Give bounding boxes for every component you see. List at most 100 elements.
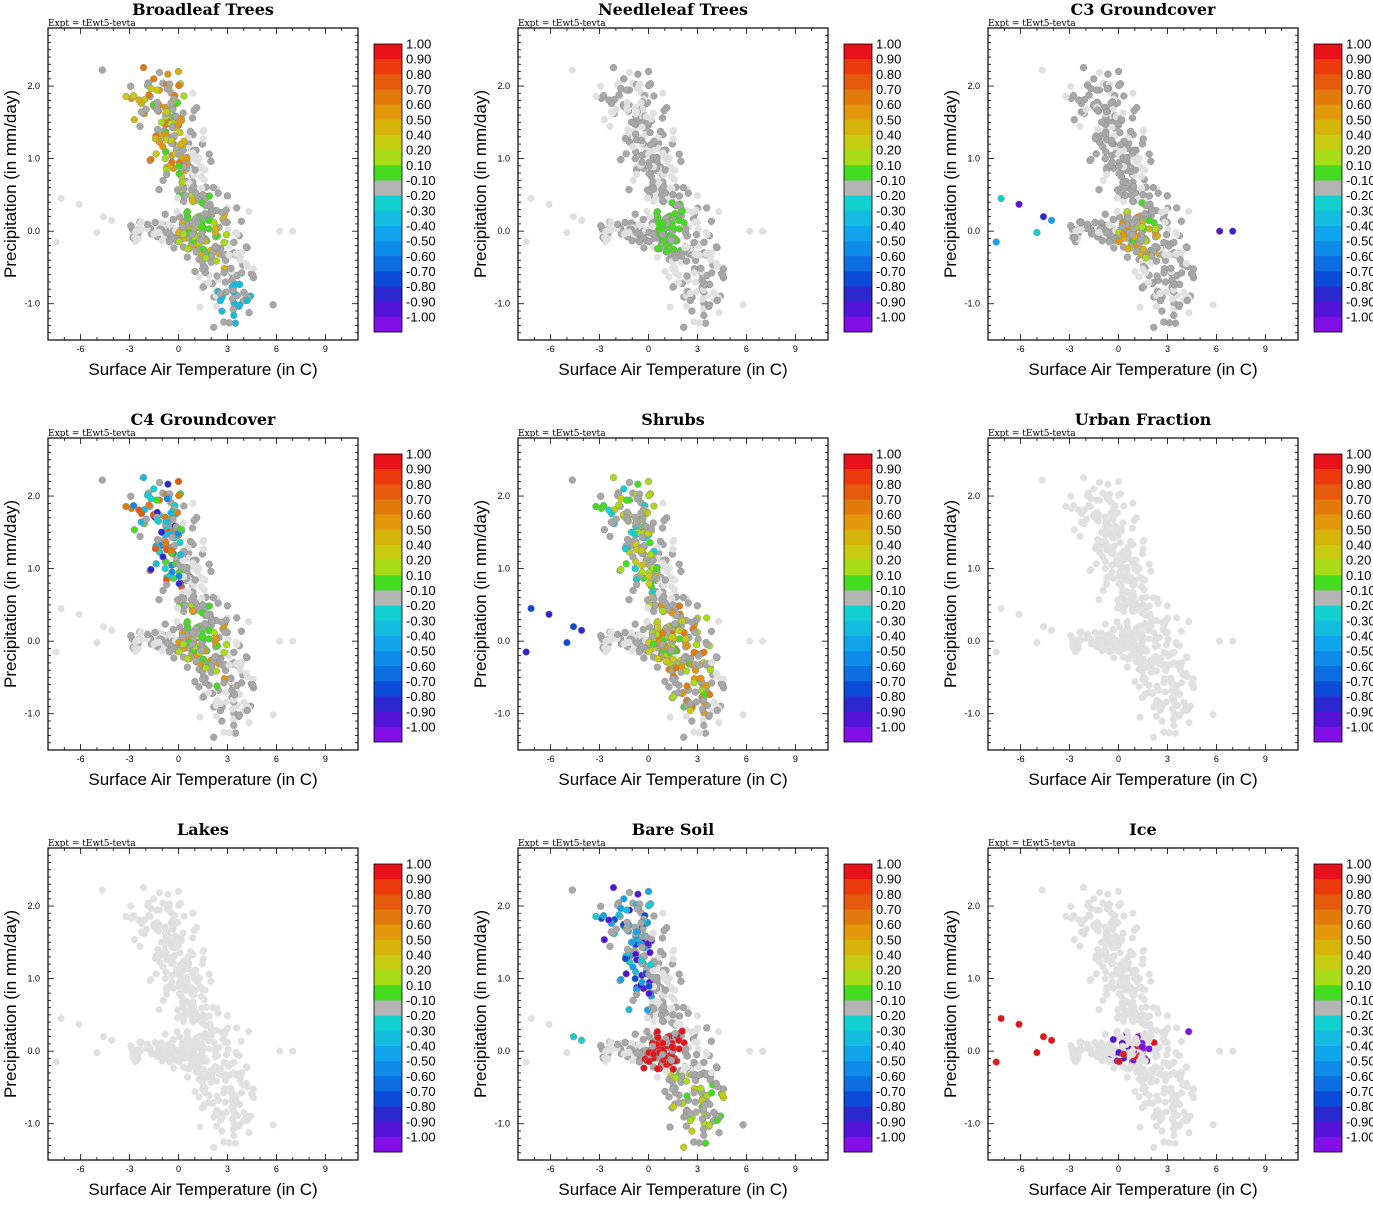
colorbar-swatch	[374, 894, 402, 909]
colorbar-swatch	[844, 636, 872, 651]
data-point	[699, 706, 706, 713]
data-point	[706, 712, 713, 719]
colorbar-swatch	[1314, 666, 1342, 681]
data-point	[1108, 100, 1115, 107]
colorbar-label: -0.50	[876, 644, 906, 659]
data-point	[597, 493, 604, 500]
colorbar-label: 0.50	[406, 932, 431, 947]
data-point	[289, 228, 296, 235]
data-point	[1096, 69, 1103, 76]
data-point	[135, 97, 142, 104]
data-point	[135, 507, 142, 514]
data-point	[635, 71, 642, 78]
data-point	[220, 319, 227, 326]
data-point	[641, 245, 648, 252]
data-point	[199, 1044, 206, 1051]
data-point	[1159, 308, 1166, 315]
colorbar-swatch	[1314, 606, 1342, 621]
data-point	[221, 239, 228, 246]
data-point	[197, 1124, 204, 1131]
data-point	[233, 641, 240, 648]
data-point	[1150, 734, 1157, 741]
data-point	[160, 997, 167, 1004]
colorbar-swatch	[1314, 651, 1342, 666]
data-point	[659, 608, 666, 615]
x-tick-label: 3	[225, 1164, 230, 1174]
data-point	[238, 270, 245, 277]
data-point	[108, 1037, 115, 1044]
data-point	[193, 658, 200, 665]
data-point	[701, 282, 708, 289]
data-point	[646, 573, 653, 580]
data-point	[1104, 495, 1111, 502]
colorbar-swatch	[844, 287, 872, 302]
data-point	[1117, 141, 1124, 148]
colorbar-swatch	[374, 697, 402, 712]
y-tick-label: 0.0	[27, 636, 40, 646]
x-tick-label: -6	[77, 1164, 85, 1174]
colorbar-label: -0.90	[876, 704, 906, 719]
colorbar-swatch	[844, 211, 872, 226]
data-point	[638, 547, 645, 554]
colorbar-label: -0.80	[1346, 279, 1373, 294]
data-point	[678, 158, 685, 165]
data-point	[289, 638, 296, 645]
colorbar-label: 0.10	[1346, 568, 1371, 583]
data-point	[664, 158, 671, 165]
data-point	[170, 626, 177, 633]
colorbar-swatch	[1314, 697, 1342, 712]
data-point	[702, 730, 709, 737]
data-point	[108, 217, 115, 224]
colorbar-swatch	[374, 864, 402, 879]
y-axis-label: Precipitation (in mm/day)	[471, 500, 490, 688]
colorbar-swatch	[374, 1091, 402, 1106]
data-point	[1132, 167, 1139, 174]
data-point	[622, 545, 629, 552]
colorbar-swatch	[844, 530, 872, 545]
colorbar-swatch	[374, 575, 402, 590]
data-point	[639, 534, 646, 541]
data-point	[205, 1099, 212, 1106]
data-point	[192, 167, 199, 174]
colorbar-swatch	[374, 469, 402, 484]
data-point	[150, 76, 157, 83]
data-point	[670, 546, 677, 553]
colorbar-swatch	[1314, 89, 1342, 104]
y-tick-label: 2.0	[27, 491, 40, 501]
data-point	[215, 1010, 222, 1017]
data-point	[715, 208, 722, 215]
data-point	[668, 237, 675, 244]
data-point	[165, 891, 172, 898]
data-point	[1155, 600, 1162, 607]
data-point	[570, 623, 577, 630]
data-point	[691, 269, 698, 276]
data-point	[238, 1069, 245, 1076]
data-point	[76, 611, 83, 618]
colorbar-label: 0.10	[876, 158, 901, 173]
y-tick-label: 2.0	[967, 81, 980, 91]
data-point	[601, 116, 608, 123]
data-point	[670, 191, 677, 198]
data-point	[270, 1121, 277, 1128]
data-point	[156, 889, 163, 896]
data-point	[230, 312, 237, 319]
colorbar-swatch	[374, 317, 402, 332]
data-point	[221, 1089, 228, 1096]
data-point	[694, 192, 701, 199]
data-point	[200, 246, 207, 253]
colorbar-label: 1.00	[406, 447, 431, 462]
data-point	[214, 683, 221, 690]
data-point	[231, 1102, 238, 1109]
data-point	[1104, 640, 1111, 647]
colorbar-swatch	[1314, 712, 1342, 727]
data-point	[713, 670, 720, 677]
colorbar-swatch	[844, 226, 872, 241]
data-point	[189, 220, 196, 227]
data-point	[1121, 93, 1128, 100]
data-point	[236, 302, 243, 309]
data-point	[200, 1066, 207, 1073]
colorbar-swatch	[844, 454, 872, 469]
data-point	[1084, 221, 1091, 228]
data-point	[669, 676, 676, 683]
data-point	[208, 158, 215, 165]
